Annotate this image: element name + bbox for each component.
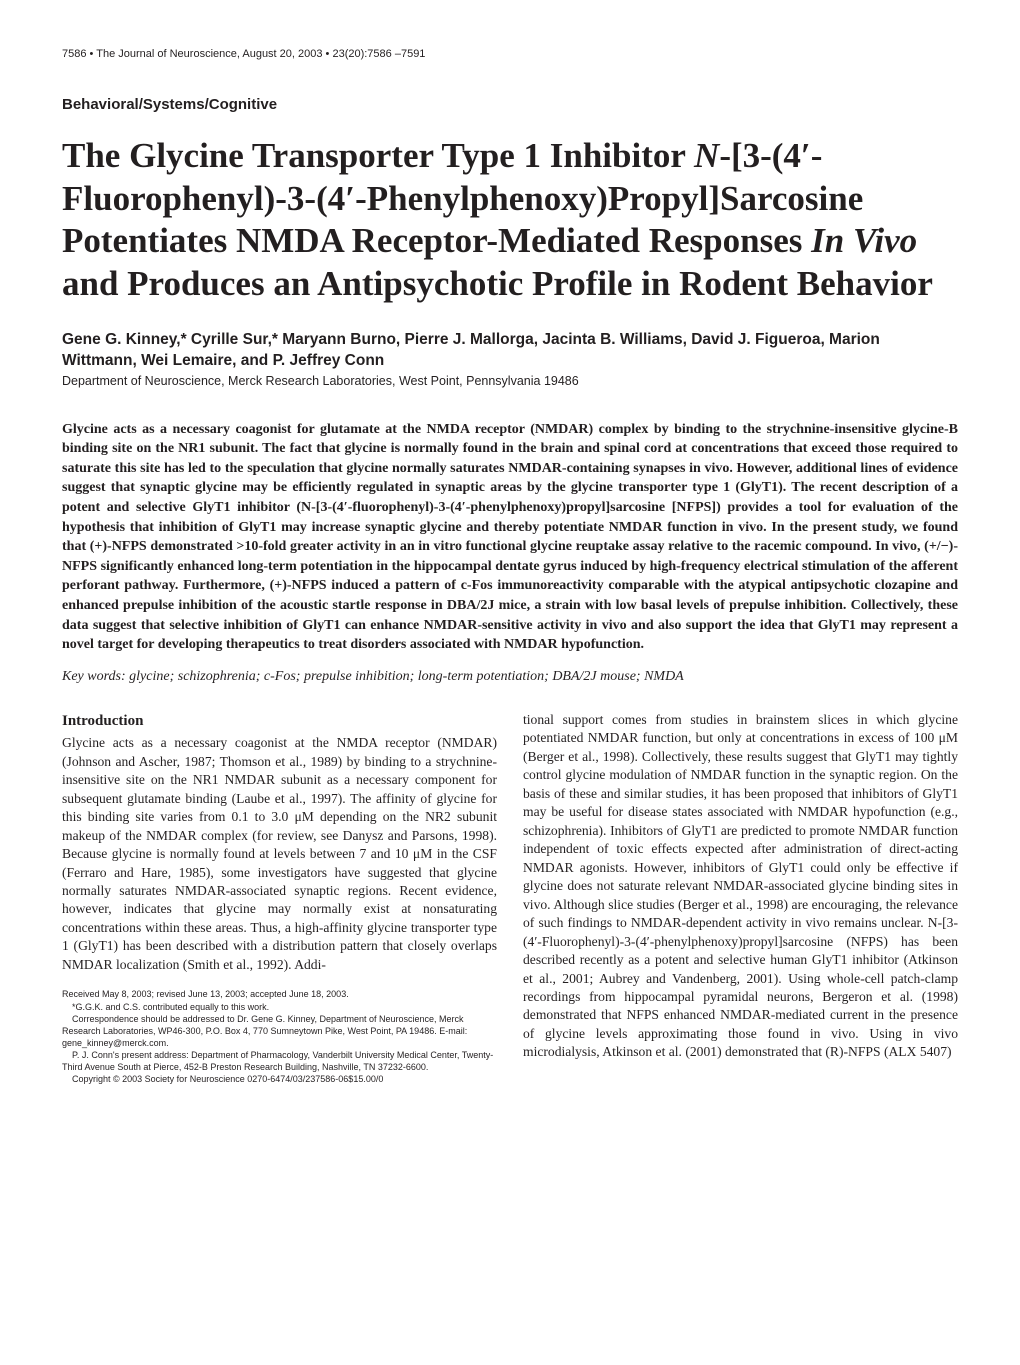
left-column: Introduction Glycine acts as a necessary… bbox=[62, 711, 497, 1086]
keywords-label: Key words: bbox=[62, 669, 126, 684]
footnote-correspondence: Correspondence should be addressed to Dr… bbox=[62, 1013, 497, 1049]
introduction-heading: Introduction bbox=[62, 711, 497, 731]
section-label: Behavioral/Systems/Cognitive bbox=[62, 96, 958, 113]
left-column-text: Glycine acts as a necessary coagonist at… bbox=[62, 734, 497, 974]
two-column-body: Introduction Glycine acts as a necessary… bbox=[62, 711, 958, 1086]
authors: Gene G. Kinney,* Cyrille Sur,* Maryann B… bbox=[62, 330, 958, 372]
footnote-received: Received May 8, 2003; revised June 13, 2… bbox=[62, 988, 497, 1000]
keywords-text: glycine; schizophrenia; c-Fos; prepulse … bbox=[126, 669, 684, 684]
footnote-present-address: P. J. Conn's present address: Department… bbox=[62, 1049, 497, 1073]
abstract: Glycine acts as a necessary coagonist fo… bbox=[62, 420, 958, 655]
right-column: tional support comes from studies in bra… bbox=[523, 711, 958, 1086]
affiliation: Department of Neuroscience, Merck Resear… bbox=[62, 374, 958, 388]
footnote-equal-contribution: *G.G.K. and C.S. contributed equally to … bbox=[62, 1001, 497, 1013]
keywords: Key words: glycine; schizophrenia; c-Fos… bbox=[62, 669, 958, 685]
article-title: The Glycine Transporter Type 1 Inhibitor… bbox=[62, 135, 958, 306]
right-column-text: tional support comes from studies in bra… bbox=[523, 711, 958, 1062]
footnote-copyright: Copyright © 2003 Society for Neuroscienc… bbox=[62, 1073, 497, 1085]
footnotes: Received May 8, 2003; revised June 13, 2… bbox=[62, 988, 497, 1085]
running-head: 7586 • The Journal of Neuroscience, Augu… bbox=[62, 48, 958, 60]
